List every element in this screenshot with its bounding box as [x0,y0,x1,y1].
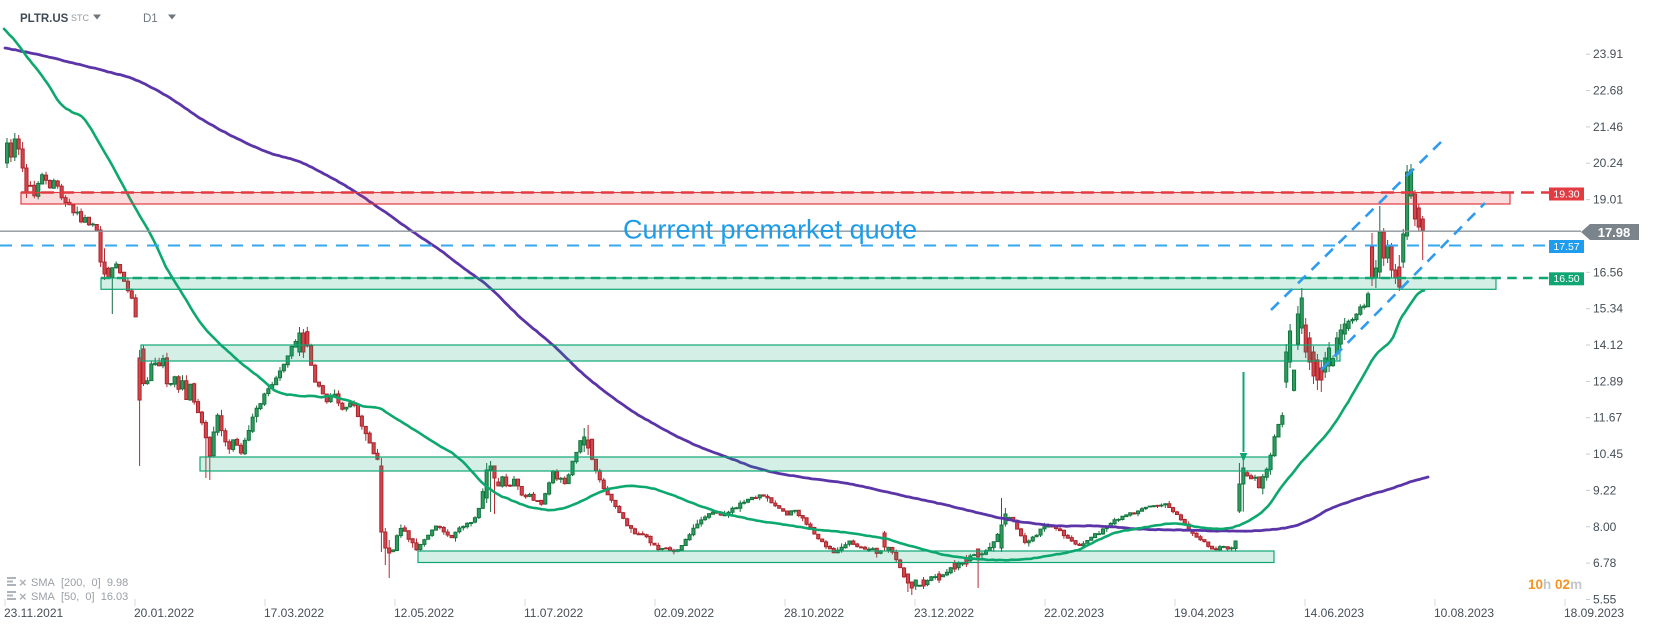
svg-text:10.45: 10.45 [1593,447,1623,461]
svg-text:D1: D1 [143,13,158,25]
svg-text:STC: STC [71,13,90,23]
svg-text:22.02.2023: 22.02.2023 [1044,606,1104,620]
svg-text:23.11.2021: 23.11.2021 [4,606,63,620]
svg-text:22.68: 22.68 [1593,84,1623,98]
svg-text:17.57: 17.57 [1553,241,1579,253]
svg-text:20.01.2022: 20.01.2022 [134,606,194,620]
svg-text:Current premarket quote: Current premarket quote [623,215,917,245]
svg-text:9.22: 9.22 [1593,483,1617,497]
svg-text:19.04.2023: 19.04.2023 [1174,606,1234,620]
svg-text:21.46: 21.46 [1593,120,1623,134]
svg-text:19.30: 19.30 [1553,188,1579,200]
svg-text:SMA [50, 0] 16.03: SMA [50, 0] 16.03 [31,591,128,603]
svg-text:PLTR.US: PLTR.US [20,13,69,25]
svg-text:19.01: 19.01 [1593,193,1623,207]
svg-text:14.06.2023: 14.06.2023 [1304,606,1364,620]
svg-text:8.00: 8.00 [1593,520,1617,534]
svg-text:17.03.2022: 17.03.2022 [264,606,324,620]
svg-text:12.89: 12.89 [1593,374,1623,388]
svg-text:12.05.2022: 12.05.2022 [394,606,454,620]
svg-text:15.34: 15.34 [1593,302,1623,316]
svg-text:11.67: 11.67 [1593,411,1622,425]
svg-text:17.98: 17.98 [1598,225,1631,240]
svg-text:×: × [19,575,27,590]
svg-text:5.55: 5.55 [1593,593,1617,607]
svg-text:11.07.2022: 11.07.2022 [524,606,583,620]
svg-text:18.09.2023: 18.09.2023 [1564,606,1624,620]
svg-text:SMA [200, 0] 9.98: SMA [200, 0] 9.98 [31,577,128,589]
svg-text:23.12.2022: 23.12.2022 [914,606,974,620]
svg-text:16.56: 16.56 [1593,265,1623,279]
svg-text:23.91: 23.91 [1593,47,1623,61]
svg-text:02.09.2022: 02.09.2022 [654,606,714,620]
svg-text:14.12: 14.12 [1593,338,1623,352]
svg-text:10h 02m: 10h 02m [1528,577,1582,592]
svg-text:×: × [19,589,27,604]
svg-text:16.50: 16.50 [1553,273,1579,285]
svg-text:6.78: 6.78 [1593,556,1617,570]
svg-text:10.08.2023: 10.08.2023 [1434,606,1494,620]
svg-text:20.24: 20.24 [1593,156,1623,170]
svg-text:28.10.2022: 28.10.2022 [784,606,844,620]
